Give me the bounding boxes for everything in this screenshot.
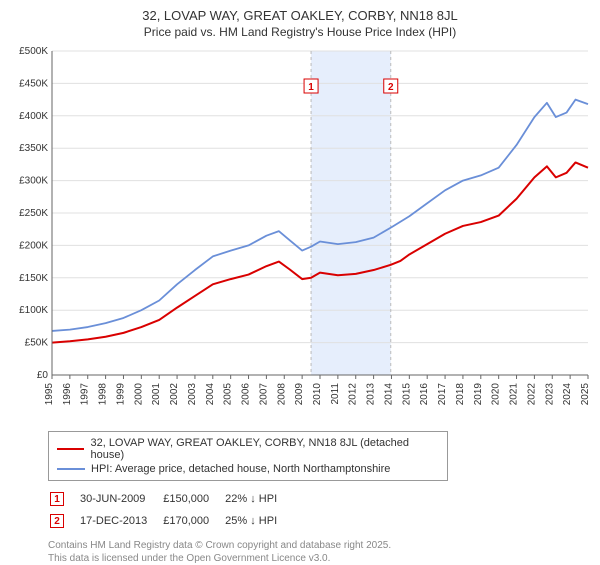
legend-label-2: HPI: Average price, detached house, Nort… <box>91 463 390 475</box>
transaction-date: 17-DEC-2013 <box>80 511 161 531</box>
svg-text:£100K: £100K <box>19 305 48 316</box>
svg-text:£0: £0 <box>37 370 49 381</box>
svg-text:1996: 1996 <box>62 383 73 406</box>
svg-text:2019: 2019 <box>473 383 484 406</box>
legend: 32, LOVAP WAY, GREAT OAKLEY, CORBY, NN18… <box>48 431 448 481</box>
legend-swatch-2 <box>57 468 85 470</box>
svg-text:2006: 2006 <box>241 383 252 406</box>
svg-text:2013: 2013 <box>366 383 377 406</box>
svg-text:£200K: £200K <box>19 240 48 251</box>
transactions-table: 1 30-JUN-2009£150,00022% ↓ HPI 2 17-DEC-201… <box>48 487 293 533</box>
svg-text:2020: 2020 <box>491 383 502 406</box>
svg-text:£500K: £500K <box>19 46 48 57</box>
transaction-delta: 25% ↓ HPI <box>225 511 291 531</box>
transaction-row: 2 17-DEC-2013£170,00025% ↓ HPI <box>50 511 291 531</box>
svg-text:£250K: £250K <box>19 208 48 219</box>
svg-text:2002: 2002 <box>169 383 180 406</box>
svg-text:1995: 1995 <box>44 383 55 406</box>
svg-text:2007: 2007 <box>258 383 269 406</box>
svg-text:1998: 1998 <box>98 383 109 406</box>
svg-text:2011: 2011 <box>330 383 341 405</box>
svg-text:2005: 2005 <box>223 383 234 406</box>
title-line-2: Price paid vs. HM Land Registry's House … <box>8 25 592 39</box>
legend-row-hpi: HPI: Average price, detached house, Nort… <box>57 462 439 476</box>
svg-text:1: 1 <box>308 82 314 93</box>
transaction-marker: 2 <box>50 514 64 528</box>
svg-text:2018: 2018 <box>455 383 466 406</box>
svg-text:£50K: £50K <box>25 338 49 349</box>
svg-text:2008: 2008 <box>276 383 287 406</box>
svg-text:£150K: £150K <box>19 273 48 284</box>
footer-line-2: This data is licensed under the Open Gov… <box>48 552 592 565</box>
svg-text:2023: 2023 <box>544 383 555 406</box>
transaction-date: 30-JUN-2009 <box>80 489 161 509</box>
svg-text:£400K: £400K <box>19 111 48 122</box>
footer-line-1: Contains HM Land Registry data © Crown c… <box>48 539 592 552</box>
svg-text:1999: 1999 <box>115 383 126 406</box>
svg-text:2022: 2022 <box>526 383 537 406</box>
svg-text:£350K: £350K <box>19 143 48 154</box>
svg-text:2017: 2017 <box>437 383 448 406</box>
transaction-marker: 1 <box>50 492 64 506</box>
svg-text:2016: 2016 <box>419 383 430 406</box>
svg-text:2001: 2001 <box>151 383 162 406</box>
svg-text:2010: 2010 <box>312 383 323 406</box>
legend-swatch-1 <box>57 448 84 450</box>
svg-text:2003: 2003 <box>187 383 198 406</box>
svg-text:2004: 2004 <box>205 383 216 406</box>
svg-text:2024: 2024 <box>562 383 573 406</box>
svg-text:2021: 2021 <box>509 383 520 406</box>
transaction-delta: 22% ↓ HPI <box>225 489 291 509</box>
title-line-1: 32, LOVAP WAY, GREAT OAKLEY, CORBY, NN18… <box>8 8 592 23</box>
transaction-price: £150,000 <box>163 489 223 509</box>
svg-text:1997: 1997 <box>80 383 91 406</box>
svg-text:2012: 2012 <box>348 383 359 406</box>
legend-row-price-paid: 32, LOVAP WAY, GREAT OAKLEY, CORBY, NN18… <box>57 436 439 462</box>
svg-text:2014: 2014 <box>383 383 394 406</box>
svg-text:2015: 2015 <box>401 383 412 406</box>
svg-text:2025: 2025 <box>580 383 591 406</box>
transaction-price: £170,000 <box>163 511 223 531</box>
legend-label-1: 32, LOVAP WAY, GREAT OAKLEY, CORBY, NN18… <box>90 437 439 461</box>
svg-text:2009: 2009 <box>294 383 305 406</box>
line-chart-svg: £0 £50K £100K £150K £200K £250K £300K £350K £400… <box>8 45 592 425</box>
chart-area: £0 £50K £100K £150K £200K £250K £300K £350K £400… <box>8 45 592 425</box>
svg-text:£450K: £450K <box>19 78 48 89</box>
svg-text:2: 2 <box>388 82 394 93</box>
svg-text:£300K: £300K <box>19 176 48 187</box>
svg-text:2000: 2000 <box>133 383 144 406</box>
footer: Contains HM Land Registry data © Crown c… <box>48 539 592 565</box>
transaction-row: 1 30-JUN-2009£150,00022% ↓ HPI <box>50 489 291 509</box>
